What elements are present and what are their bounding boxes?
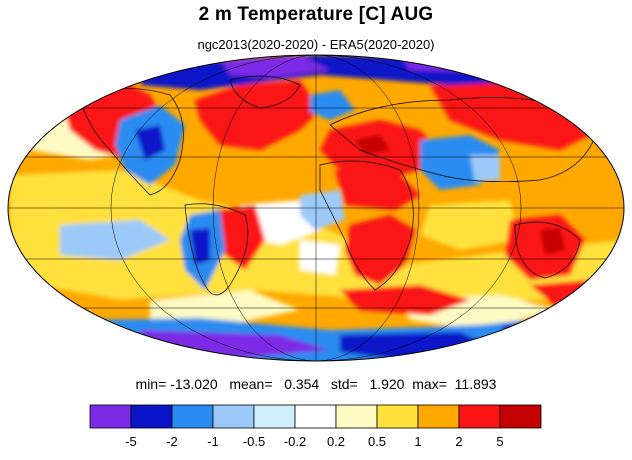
colorbar-box (171, 404, 214, 429)
plot-title: 2 m Temperature [C] AUG (198, 4, 434, 25)
stat-min-label: min= (135, 376, 167, 392)
stats-line: min= -13.020 mean= 0.354 std= 1.920 max=… (0, 376, 632, 392)
colorbar-box (130, 404, 173, 429)
colorbar-box (499, 404, 542, 429)
colorbar-box (89, 404, 132, 429)
colorbar-box (335, 404, 378, 429)
colorbar-labels: -5 -2 -1 -0.5 -0.2 0.2 0.5 1 2 5 (125, 434, 503, 449)
colorbar-box (458, 404, 501, 429)
colorbar-box (417, 404, 460, 429)
stat-max-label: max= (412, 376, 447, 392)
colorbar-tick-label: 1 (414, 434, 421, 449)
colorbar-boxes (89, 404, 542, 429)
stat-std-label: std= (330, 376, 358, 392)
coastline (319, 160, 414, 291)
stat-max-value: 11.893 (454, 376, 497, 392)
colorbar-tick-label: -0.2 (284, 434, 306, 449)
colorbar-box (253, 404, 296, 429)
colorbar-box (376, 404, 419, 429)
colorbar-tick-label: -0.5 (243, 434, 265, 449)
coastline (79, 88, 184, 196)
stat-min-value: -13.020 (170, 376, 218, 392)
colorbar-tick-label: 2 (455, 434, 462, 449)
colorbar-box (294, 404, 337, 429)
globe-outline (7, 54, 625, 362)
graticule (8, 55, 624, 361)
graticule-line (212, 55, 420, 361)
coastline (329, 97, 601, 183)
colorbar-tick-label: -5 (125, 434, 137, 449)
coastline (514, 221, 581, 279)
stat-mean-label: mean= (229, 376, 273, 392)
coastlines (79, 75, 601, 296)
graticule-line (110, 55, 522, 361)
plot-subtitle: ngc2013(2020-2020) - ERA5(2020-2020) (197, 37, 435, 52)
coastline (184, 203, 249, 296)
coastline (229, 75, 301, 109)
colorbar-tick-label: 0.2 (327, 434, 345, 449)
colorbar-tick-label: 5 (496, 434, 503, 449)
stat-mean-value: 0.354 (284, 376, 320, 392)
colorbar-tick-label: 0.5 (368, 434, 386, 449)
colorbar-tick-label: -1 (207, 434, 219, 449)
stat-std-value: 1.920 (369, 376, 405, 392)
colorbar-tick-label: -2 (166, 434, 178, 449)
colorbar-box (212, 404, 255, 429)
